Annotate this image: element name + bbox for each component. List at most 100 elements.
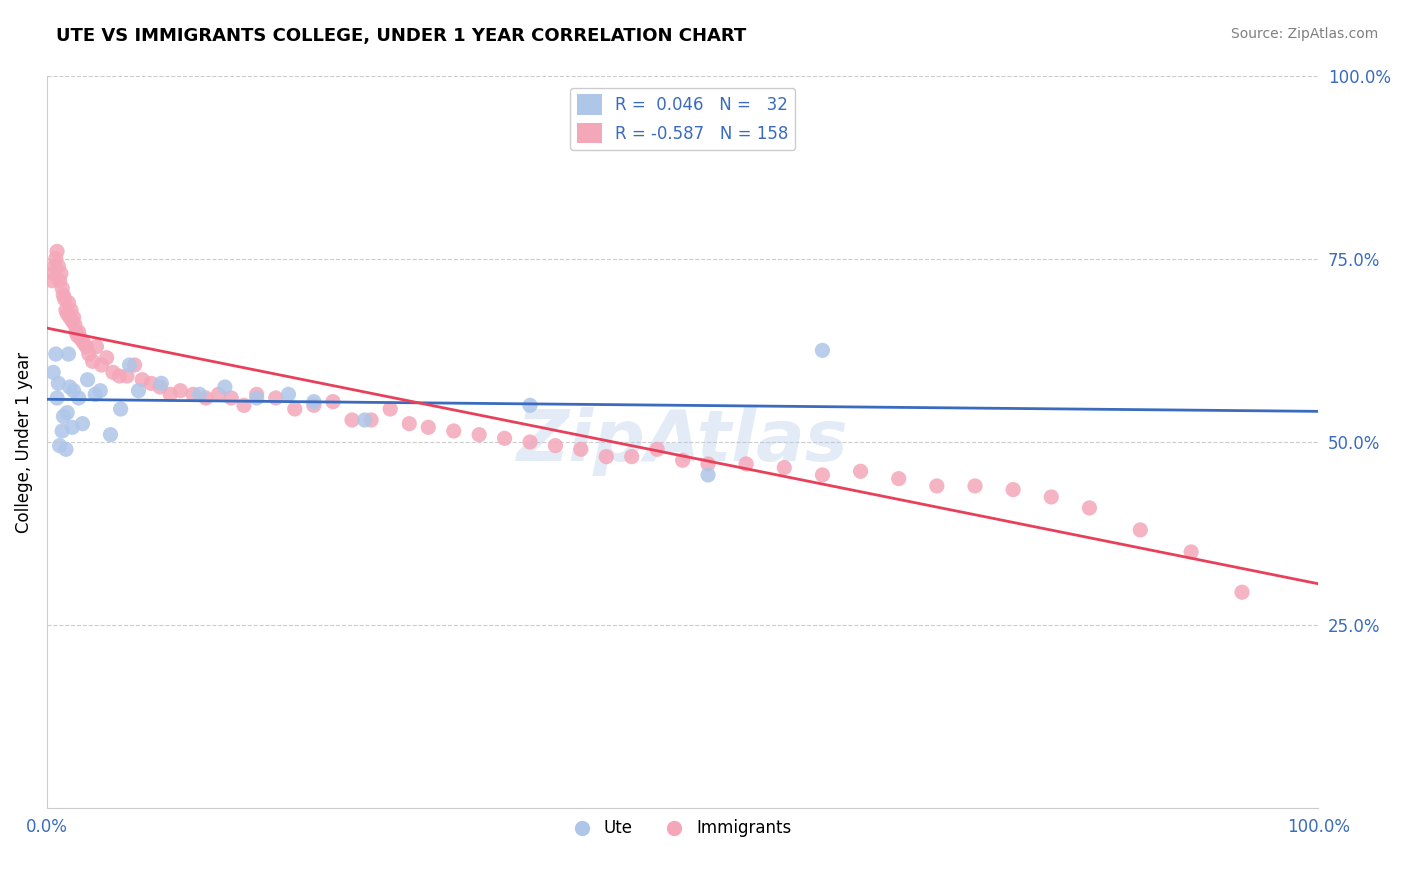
Point [58,295,80,310]
Point [468,427,491,442]
Point [671,453,693,467]
Point [46,391,69,405]
Point [378,402,401,417]
Point [86,340,108,354]
Point [59,310,82,325]
Point [42,365,65,379]
Point [645,442,668,457]
Point [149,380,172,394]
Point [60,420,83,434]
Point [55,442,77,457]
Point [56,406,79,420]
Point [72,417,94,431]
Point [44,259,66,273]
Point [52,288,75,302]
Point [100,427,122,442]
Point [544,439,567,453]
Text: ZipAtlas: ZipAtlas [517,408,848,476]
Point [110,402,132,417]
Point [51,424,73,438]
Point [925,479,948,493]
Point [42,267,65,281]
Point [353,413,375,427]
Point [181,387,204,401]
Point [1180,545,1202,559]
Point [139,376,162,391]
Point [302,394,325,409]
Point [52,409,75,424]
Point [75,340,97,354]
Point [150,376,173,391]
Y-axis label: College, Under 1 year: College, Under 1 year [15,351,32,533]
Point [1002,483,1025,497]
Point [60,314,83,328]
Point [77,347,100,361]
Point [159,387,181,401]
Point [46,259,69,273]
Point [90,358,112,372]
Point [246,391,269,405]
Point [322,394,344,409]
Point [519,398,541,412]
Point [89,384,111,398]
Point [963,479,986,493]
Point [735,457,758,471]
Point [1078,500,1101,515]
Point [84,387,107,401]
Point [697,457,720,471]
Point [811,343,834,358]
Point [96,351,118,365]
Point [48,274,70,288]
Legend: Ute, Immigrants: Ute, Immigrants [567,813,799,844]
Point [811,467,834,482]
Point [277,387,299,401]
Point [48,439,70,453]
Point [264,391,287,405]
Point [70,332,93,346]
Point [219,391,242,405]
Point [45,347,67,361]
Text: UTE VS IMMIGRANTS COLLEGE, UNDER 1 YEAR CORRELATION CHART: UTE VS IMMIGRANTS COLLEGE, UNDER 1 YEAR … [56,27,747,45]
Point [1040,490,1063,504]
Point [194,391,217,405]
Point [118,358,141,372]
Point [773,460,796,475]
Point [1230,585,1253,599]
Text: Source: ZipAtlas.com: Source: ZipAtlas.com [1230,27,1378,41]
Point [207,387,229,401]
Point [233,398,256,412]
Point [56,307,79,321]
Point [46,244,69,259]
Point [53,292,76,306]
Point [62,310,84,325]
Point [49,267,72,281]
Point [124,358,146,372]
Point [519,434,541,449]
Point [127,384,149,398]
Point [51,281,73,295]
Point [58,347,80,361]
Point [188,387,211,401]
Point [60,303,83,318]
Point [494,431,516,445]
Point [45,252,67,266]
Point [418,420,440,434]
Point [398,417,420,431]
Point [620,450,643,464]
Point [443,424,465,438]
Point [55,303,77,318]
Point [246,387,269,401]
Point [1129,523,1152,537]
Point [360,413,382,427]
Point [101,365,124,379]
Point [595,450,617,464]
Point [115,369,138,384]
Point [302,398,325,412]
Point [214,380,236,394]
Point [82,354,104,368]
Point [73,336,96,351]
Point [697,467,720,482]
Point [76,373,98,387]
Point [849,464,872,478]
Point [62,384,84,398]
